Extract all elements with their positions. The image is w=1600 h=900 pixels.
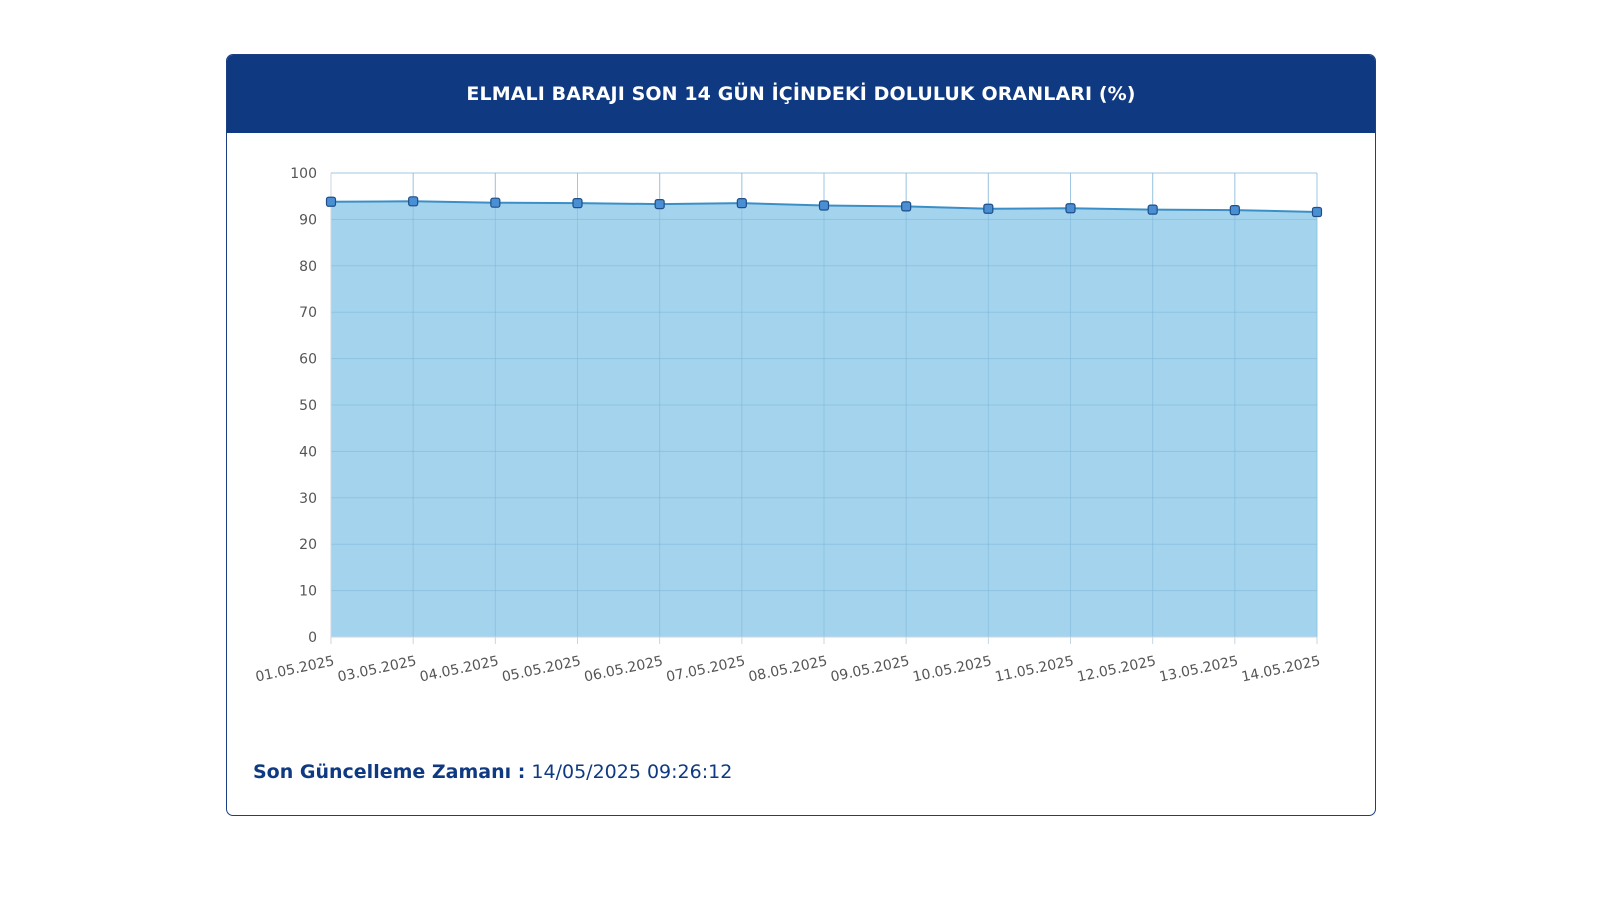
x-tick-label: 05.05.2025 [501,653,583,685]
data-point[interactable] [901,201,912,212]
y-tick-label: 0 [308,630,317,646]
x-tick-label: 13.05.2025 [1158,653,1240,685]
x-tick-label: 03.05.2025 [336,653,418,685]
y-tick-label: 10 [299,584,317,600]
data-point[interactable] [325,196,337,207]
y-tick-label: 50 [299,398,317,414]
data-point[interactable] [654,198,665,210]
last-update-value: 14/05/2025 09:26:12 [531,761,733,783]
y-tick-label: 100 [290,166,317,182]
y-tick-label: 90 [299,212,317,228]
chart-area: 0 10 20 30 40 50 60 70 80 90 100 01.05.2025 03.05.20… [227,133,1375,733]
data-point[interactable] [1147,204,1158,215]
x-tick-label: 12.05.2025 [1076,653,1158,685]
data-point[interactable] [490,197,501,208]
y-tick-label: 80 [299,259,317,275]
y-tick-label: 70 [299,305,317,321]
data-point[interactable] [572,198,583,209]
x-tick-label: 09.05.2025 [829,653,911,685]
x-tick-label: 01.05.2025 [254,653,336,685]
y-tick-label: 40 [299,444,317,460]
y-tick-label: 60 [299,352,317,368]
y-tick-label: 20 [299,537,317,553]
point-layer [325,196,1323,218]
data-point[interactable] [818,200,830,211]
data-point[interactable] [983,203,994,214]
x-tick-label: 10.05.2025 [911,653,993,685]
x-tick-label: 08.05.2025 [747,653,829,685]
data-point[interactable] [1065,203,1076,214]
x-tick-label: 04.05.2025 [418,653,500,685]
area-layer [330,172,1318,638]
x-tick-label: 14.05.2025 [1240,653,1322,685]
last-update-label: Son Güncelleme Zamanı : [253,761,526,783]
x-tick-label: 11.05.2025 [994,653,1076,685]
chart-card: ELMALI BARAJI SON 14 GÜN İÇİNDEKİ DOLULU… [226,54,1376,816]
data-point[interactable] [408,196,419,207]
data-point[interactable] [1311,206,1323,218]
x-tick-label: 06.05.2025 [583,653,665,685]
data-point[interactable] [1229,205,1240,216]
last-update: Son Güncelleme Zamanı : 14/05/2025 09:26… [253,761,732,783]
area-chart: 0 10 20 30 40 50 60 70 80 90 100 01.05.2025 03.05.20… [254,166,1323,686]
x-tick-label: 07.05.2025 [665,653,747,685]
chart-title: ELMALI BARAJI SON 14 GÜN İÇİNDEKİ DOLULU… [227,55,1375,133]
y-tick-label: 30 [299,491,317,507]
data-point[interactable] [736,198,747,209]
